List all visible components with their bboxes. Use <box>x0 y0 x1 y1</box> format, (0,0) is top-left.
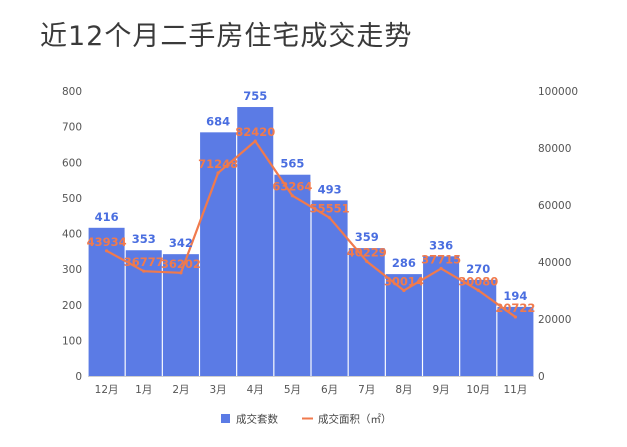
y-left-tick-label: 700 <box>62 122 82 134</box>
line-point <box>402 288 406 293</box>
bar-value-label: 194 <box>503 289 527 303</box>
x-tick-label: 6月 <box>321 384 338 396</box>
y-left-tick-label: 200 <box>62 300 82 312</box>
line-point <box>513 315 518 319</box>
x-tick-label: 10月 <box>466 384 490 396</box>
line-point <box>365 259 369 263</box>
y-right-tick-label: 100000 <box>538 86 578 98</box>
bar <box>237 107 274 376</box>
line-value-label: 71248 <box>198 157 238 171</box>
bar-value-label: 270 <box>466 262 490 276</box>
bar <box>162 254 199 376</box>
y-right-tick-label: 0 <box>538 371 545 383</box>
right-axis: 0 20000 40000 60000 80000 100000 <box>538 86 578 383</box>
line-value-label: 36777 <box>124 255 164 269</box>
legend-swatch-bars <box>221 414 230 423</box>
left-axis: 0 100 200 300 400 500 600 700 800 <box>62 86 82 383</box>
y-left-tick-label: 400 <box>62 229 82 241</box>
x-tick-label: 4月 <box>247 384 264 396</box>
line-value-label: 30014 <box>384 274 424 288</box>
bar <box>460 279 497 376</box>
x-tick-label: 2月 <box>172 384 189 396</box>
bar-value-label: 416 <box>95 210 119 224</box>
line-value-label: 55551 <box>310 202 350 216</box>
bar-value-label: 684 <box>206 114 230 128</box>
x-tick-label: 12月 <box>95 384 119 396</box>
line-point <box>439 266 443 271</box>
bar <box>311 200 348 376</box>
x-axis: 12月 1月 2月 3月 4月 5月 6月 7月 8月 9月 10月 11月 <box>88 376 534 396</box>
line-point <box>104 249 109 253</box>
line-value-label: 37715 <box>421 253 461 267</box>
bar-value-label: 336 <box>429 238 453 252</box>
y-left-tick-label: 800 <box>62 86 82 98</box>
x-tick-label: 9月 <box>432 384 449 396</box>
line-point <box>290 194 295 198</box>
y-right-tick-label: 60000 <box>538 200 571 212</box>
legend-label-bars: 成交套数 <box>236 413 278 426</box>
area-trend-line <box>106 140 517 318</box>
line-point <box>142 269 146 273</box>
line-value-label: 63264 <box>272 180 312 194</box>
x-tick-label: 5月 <box>284 384 301 396</box>
y-left-tick-label: 500 <box>62 193 82 205</box>
x-tick-label: 11月 <box>503 384 527 396</box>
line-value-label: 40229 <box>347 245 387 259</box>
bar <box>423 256 460 376</box>
bar <box>274 174 311 376</box>
x-tick-label: 8月 <box>395 384 412 396</box>
bar-value-label: 493 <box>318 182 342 196</box>
chart-title: 近12个月二手房住宅成交走势 <box>40 21 413 52</box>
y-left-tick-label: 0 <box>75 371 82 383</box>
bar <box>348 248 385 376</box>
bar-value-label: 359 <box>355 230 379 244</box>
x-tick-label: 7月 <box>358 384 375 396</box>
line-series <box>104 139 518 319</box>
legend-label-line: 成交面积（㎡） <box>318 413 392 426</box>
line-value-label: 43934 <box>87 235 127 249</box>
y-right-tick-label: 40000 <box>538 257 571 269</box>
y-left-tick-label: 100 <box>62 335 82 347</box>
bar-value-label: 342 <box>169 236 193 250</box>
y-right-tick-label: 20000 <box>538 314 571 326</box>
bar-value-label: 565 <box>280 157 304 171</box>
bar-data-labels: 416 353 342 684 755 565 493 359 286 336 270 194 <box>95 89 528 303</box>
line-value-label: 36202 <box>161 257 201 271</box>
line-point <box>179 271 183 275</box>
y-left-tick-label: 300 <box>62 264 82 276</box>
bar <box>88 227 125 376</box>
line-value-label: 30080 <box>458 274 498 288</box>
line-point <box>253 139 257 143</box>
line-point <box>327 216 332 220</box>
x-tick-label: 1月 <box>135 384 152 396</box>
x-tick-label: 3月 <box>209 384 226 396</box>
legend: 成交套数 成交面积（㎡） <box>221 413 392 426</box>
line-value-label: 82420 <box>235 125 275 139</box>
y-left-tick-label: 600 <box>62 157 82 169</box>
line-point <box>216 171 220 175</box>
bar-series <box>88 107 534 376</box>
y-right-tick-label: 80000 <box>538 143 571 155</box>
line-point <box>476 288 480 292</box>
bar-value-label: 353 <box>132 232 156 246</box>
line-value-label: 20722 <box>495 301 535 315</box>
bar-value-label: 755 <box>243 89 267 103</box>
bar-value-label: 286 <box>392 256 416 270</box>
